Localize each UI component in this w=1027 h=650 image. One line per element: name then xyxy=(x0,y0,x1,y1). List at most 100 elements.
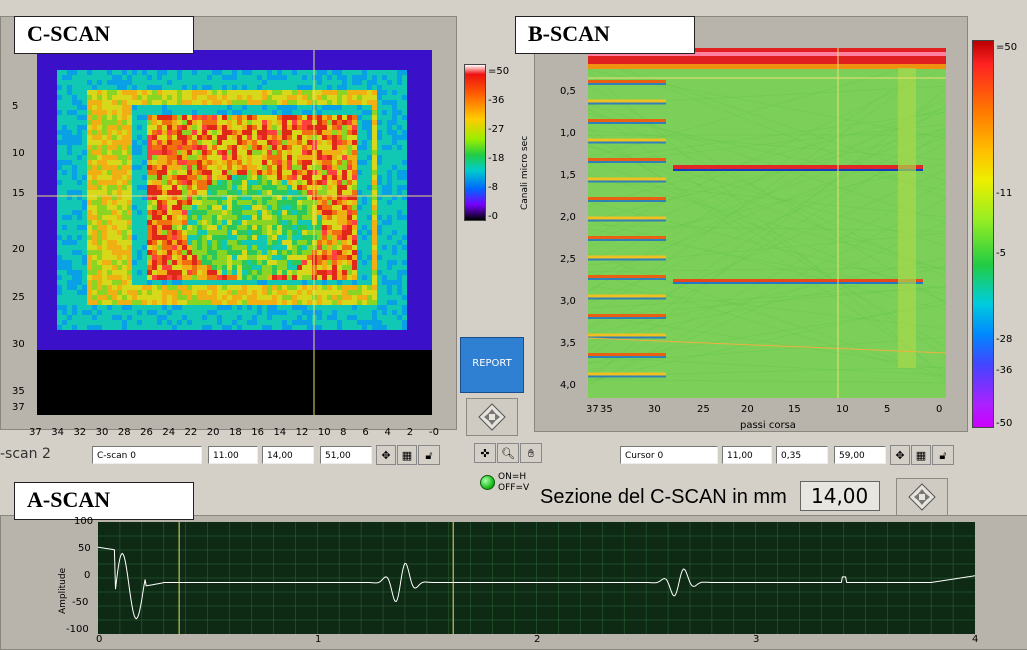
section-label: Sezione del C-SCAN in mm xyxy=(540,486,787,509)
ascan-x-tick: 2 xyxy=(534,634,540,645)
bscan-x-tick: 25 xyxy=(697,404,710,415)
cscan-cursor-y[interactable]: 14,00 xyxy=(262,446,314,464)
cscan-x-tick: 6 xyxy=(362,427,368,438)
cscan-cursor-pad-button[interactable] xyxy=(466,398,518,436)
bscan-colorbar-tick: =50 xyxy=(996,42,1017,53)
cscan-colorbar-tick: -27 xyxy=(488,124,504,135)
bscan-x-tick: 20 xyxy=(741,404,754,415)
bscan-cursor-move-icon[interactable]: ✥ xyxy=(890,445,910,465)
cscan-x-tick: 24 xyxy=(162,427,175,438)
ascan-y-tick: 100 xyxy=(74,516,93,527)
bscan-y-tick: 3,0 xyxy=(560,296,576,307)
ascan-y-tick: -100 xyxy=(66,624,89,635)
bscan-x-axis-label: passi corsa xyxy=(740,420,796,431)
ascan-x-tick: 3 xyxy=(753,634,759,645)
zoom-crosshair-icon[interactable]: ✜ xyxy=(474,443,496,463)
toggle-off-label: OFF=V xyxy=(498,483,529,493)
bscan-cursor-z[interactable]: 59,00 xyxy=(834,446,886,464)
bscan-colorbar-tick: -50 xyxy=(996,418,1012,429)
cscan-x-tick: 22 xyxy=(185,427,198,438)
bscan-y-tick: 4,0 xyxy=(560,380,576,391)
bscan-cursor-name[interactable]: Cursor 0 xyxy=(620,446,718,464)
cscan-y-tick: 10 xyxy=(12,148,25,159)
cscan-x-tick: 32 xyxy=(73,427,86,438)
cscan-x-tick: 10 xyxy=(318,427,331,438)
cscan-y-tick: 30 xyxy=(12,339,25,350)
bscan-image[interactable] xyxy=(588,48,946,398)
toggle-on-label: ON=H xyxy=(498,472,526,482)
zoom-magnifier-icon[interactable]: 🔍︎ xyxy=(497,443,519,463)
ascan-title: A-SCAN xyxy=(14,482,194,520)
cscan-cursor-x[interactable]: 11.00 xyxy=(208,446,258,464)
toggle-led[interactable] xyxy=(480,475,495,490)
ascan-plot[interactable] xyxy=(98,522,975,634)
cscan-x-tick: 26 xyxy=(140,427,153,438)
diamond-pad-icon xyxy=(477,402,507,432)
cscan-colorbar-tick: -18 xyxy=(488,153,504,164)
bscan-y-tick: 0,5 xyxy=(560,86,576,97)
cscan-x-tick: 30 xyxy=(96,427,109,438)
cscan-y-tick: 25 xyxy=(12,292,25,303)
cscan-cursor-z[interactable]: 51,00 xyxy=(320,446,372,464)
bscan-cursor-x[interactable]: 11,00 xyxy=(722,446,772,464)
cscan-y-tick: 35 xyxy=(12,386,25,397)
bscan-x-tick: 37 xyxy=(586,404,599,415)
cscan-x-tick: 4 xyxy=(385,427,391,438)
bscan-y-tick: 1,0 xyxy=(560,128,576,139)
cscan-colorbar-tick: -8 xyxy=(488,182,498,193)
cscan-y-tick: 20 xyxy=(12,244,25,255)
bscan-colorbar-tick: -28 xyxy=(996,334,1012,345)
cscan-x-tick: -0 xyxy=(429,427,439,438)
cscan-colorbar-tick: -0 xyxy=(488,211,498,222)
cscan-x-tick: 18 xyxy=(229,427,242,438)
bscan-cursor-style-icon[interactable]: ▦ xyxy=(911,445,931,465)
bscan-x-tick: 15 xyxy=(788,404,801,415)
section-value-field[interactable]: 14,00 xyxy=(800,481,880,511)
cscan-x-tick: 16 xyxy=(251,427,264,438)
cscan-x-tick: 20 xyxy=(207,427,220,438)
cscan-cursor-name[interactable]: C-scan 0 xyxy=(92,446,202,464)
cscan-x-tick: 12 xyxy=(296,427,309,438)
cscan-lock-icon[interactable]: 🔓︎ xyxy=(418,445,440,465)
bscan-x-tick: 10 xyxy=(836,404,849,415)
ascan-x-tick: 0 xyxy=(96,634,102,645)
section-pad-button[interactable] xyxy=(896,478,948,516)
cscan-x-tick: 2 xyxy=(407,427,413,438)
bscan-y-tick: 3,5 xyxy=(560,338,576,349)
diamond-pad-icon xyxy=(907,482,937,512)
bscan-x-tick: 35 xyxy=(600,404,613,415)
cscan-y-tick: 15 xyxy=(12,188,25,199)
bscan-x-tick: 30 xyxy=(648,404,661,415)
ascan-y-tick: 0 xyxy=(84,570,90,581)
cscan-colorbar[interactable] xyxy=(464,64,486,221)
ascan-y-axis-label: Amplitude xyxy=(58,568,68,614)
cscan-x-tick: 34 xyxy=(51,427,64,438)
bscan-x-tick: 0 xyxy=(936,404,942,415)
cscan-heatmap[interactable] xyxy=(37,50,432,415)
bscan-colorbar-tick: -36 xyxy=(996,365,1012,376)
ascan-y-tick: -50 xyxy=(72,597,88,608)
cscan-colorbar-tick: -36 xyxy=(488,95,504,106)
cscan-x-tick: 8 xyxy=(340,427,346,438)
bscan-y-tick: 2,5 xyxy=(560,254,576,265)
ascan-y-tick: 50 xyxy=(78,543,91,554)
bscan-y-axis-label: Canali micro sec xyxy=(520,120,530,210)
pan-hand-icon[interactable]: ✋︎ xyxy=(520,443,542,463)
bscan-cursor-y[interactable]: 0,35 xyxy=(776,446,828,464)
bscan-y-tick: 1,5 xyxy=(560,170,576,181)
ascan-x-tick: 4 xyxy=(972,634,978,645)
bscan-x-tick: 5 xyxy=(884,404,890,415)
cscan-colorbar-tick: =50 xyxy=(488,66,509,77)
bscan-colorbar[interactable] xyxy=(972,40,994,428)
cscan-cursor-style-icon[interactable]: ▦ xyxy=(397,445,417,465)
cscan-tab-label[interactable]: -scan 2 xyxy=(0,446,51,462)
cscan-title: C-SCAN xyxy=(14,16,194,54)
bscan-y-tick: 2,0 xyxy=(560,212,576,223)
cscan-cursor-move-icon[interactable]: ✥ xyxy=(376,445,396,465)
cscan-y-tick: 5 xyxy=(12,101,18,112)
ascan-x-tick: 1 xyxy=(315,634,321,645)
bscan-lock-icon[interactable]: 🔓︎ xyxy=(932,445,954,465)
report-button[interactable]: REPORT xyxy=(460,337,524,393)
bscan-colorbar-tick: -5 xyxy=(996,248,1006,259)
cscan-x-tick: 28 xyxy=(118,427,131,438)
